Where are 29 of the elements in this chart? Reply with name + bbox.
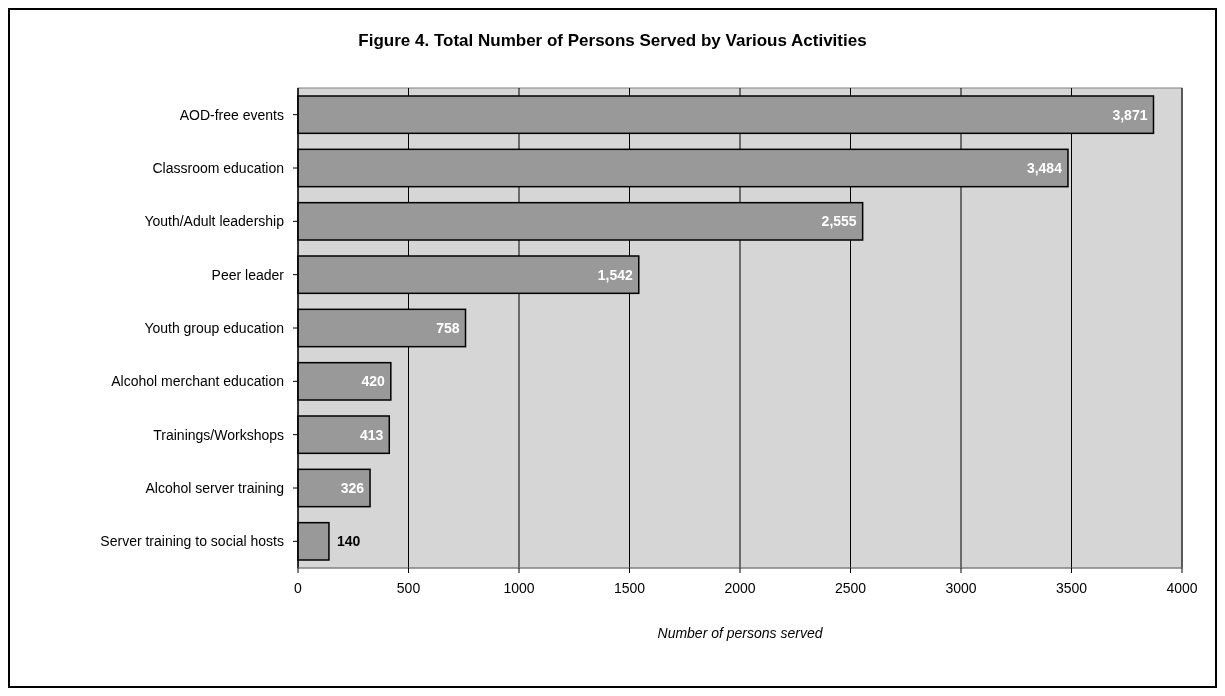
data-label: 2,555 [821,213,857,230]
data-label: 326 [340,479,365,496]
chart-title: Figure 4. Total Number of Persons Served by Various Activities [358,31,867,50]
x-tick-label: 1500 [613,580,646,596]
data-label: 1,542 [597,266,633,283]
x-tick-label: 2000 [724,580,756,596]
y-tick-label: Alcohol merchant education [111,373,284,390]
x-axis-title: Number of persons served [657,625,824,641]
y-tick-label: Youth/Adult leadership [144,213,285,230]
x-tick-label: 2500 [834,580,867,596]
data-label: 140 [336,533,361,550]
data-label: 3,484 [1026,159,1063,176]
y-tick-label: Peer leader [211,266,285,283]
y-tick-label: Trainings/Workshops [153,426,284,443]
y-tick-label: Alcohol server training [145,479,284,496]
data-label: 758 [436,319,460,336]
y-tick-label: Classroom education [152,159,284,176]
x-tick-label: 0 [294,580,303,596]
x-tick-label: 3000 [945,580,977,596]
data-label: 3,871 [1112,106,1148,123]
y-tick-label: Server training to social hosts [100,533,284,550]
x-tick-label: 3500 [1055,580,1088,596]
x-tick-label: 4000 [1166,580,1198,596]
y-tick-label: Youth group education [144,319,284,336]
data-label: 413 [359,426,384,443]
x-tick-label: 1000 [503,580,535,596]
data-label: 420 [361,373,386,390]
y-tick-label: AOD-free events [179,106,284,123]
x-tick-label: 500 [396,580,421,596]
